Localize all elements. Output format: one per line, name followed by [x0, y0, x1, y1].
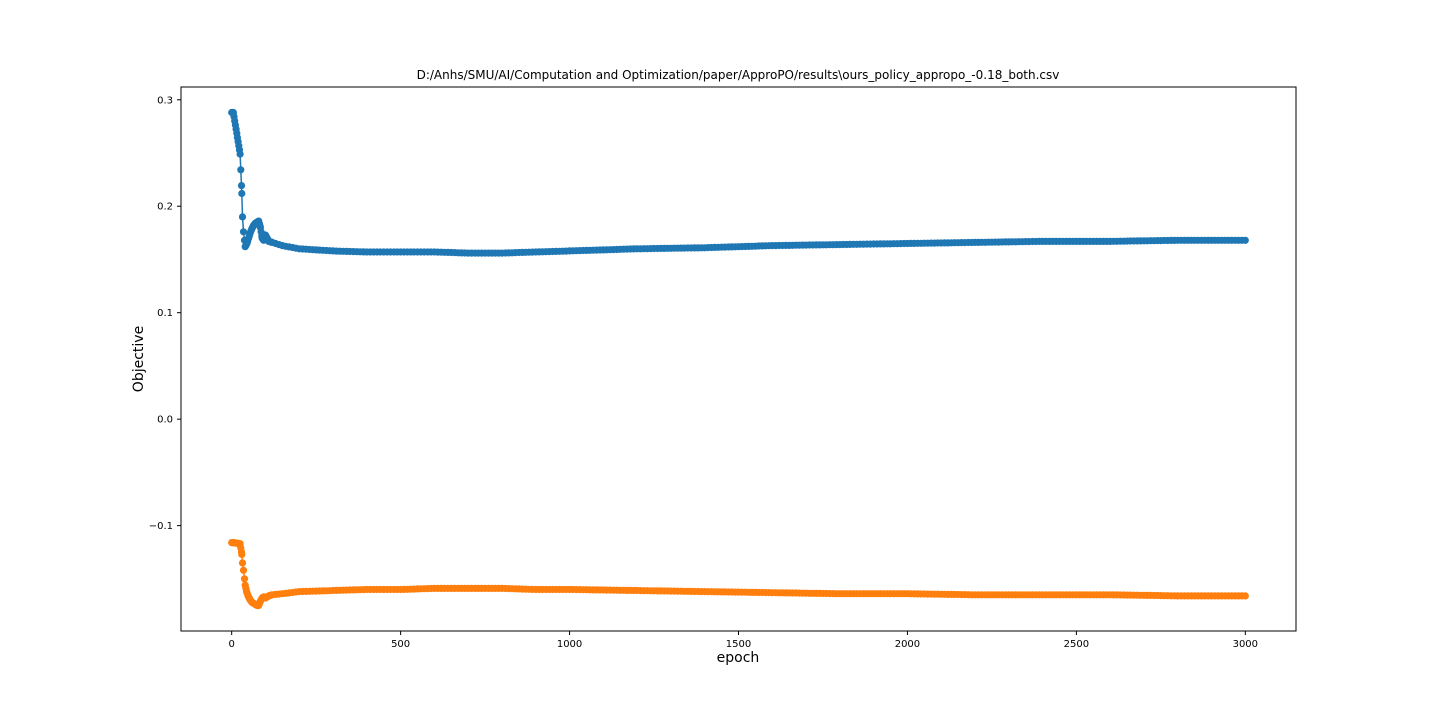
y-tick-label: 0.3: [157, 95, 173, 106]
y-axis: −0.1 0.0 0.1 0.2 0.3: [149, 95, 181, 532]
x-tick-label: 1500: [726, 639, 751, 650]
y-tick-label: 0.1: [157, 308, 173, 319]
series-point: [239, 228, 248, 236]
series-point: [239, 566, 248, 574]
series-point: [238, 559, 247, 567]
series-2: [228, 539, 1249, 610]
x-axis: 0 500 1000 1500 2000 2500 3000: [228, 631, 1258, 650]
series-point: [240, 575, 249, 583]
series-point: [238, 550, 246, 559]
x-tick-label: 2000: [895, 639, 920, 650]
y-tick-label: 0.2: [157, 202, 173, 213]
x-tick-label: 2500: [1064, 639, 1089, 650]
series-point: [236, 150, 244, 158]
x-tick-label: 3000: [1233, 639, 1258, 650]
series-point: [238, 189, 246, 198]
series-point: [237, 166, 245, 174]
x-tick-label: 1000: [557, 639, 582, 650]
y-tick-label: 0.0: [157, 415, 173, 426]
chart-title: D:/Anhs/SMU/AI/Computation and Optimizat…: [417, 68, 1060, 82]
plot-area: [228, 108, 1249, 610]
series-point: [237, 182, 246, 190]
series-point: [1241, 236, 1249, 244]
series-point: [1241, 592, 1249, 600]
series-1: [228, 108, 1249, 257]
y-tick-label: −0.1: [149, 521, 173, 532]
x-tick-label: 0: [228, 639, 234, 650]
series-point: [238, 213, 247, 221]
y-axis-label: Objective: [131, 326, 147, 392]
x-tick-label: 500: [391, 639, 410, 650]
x-axis-label: epoch: [717, 650, 760, 666]
